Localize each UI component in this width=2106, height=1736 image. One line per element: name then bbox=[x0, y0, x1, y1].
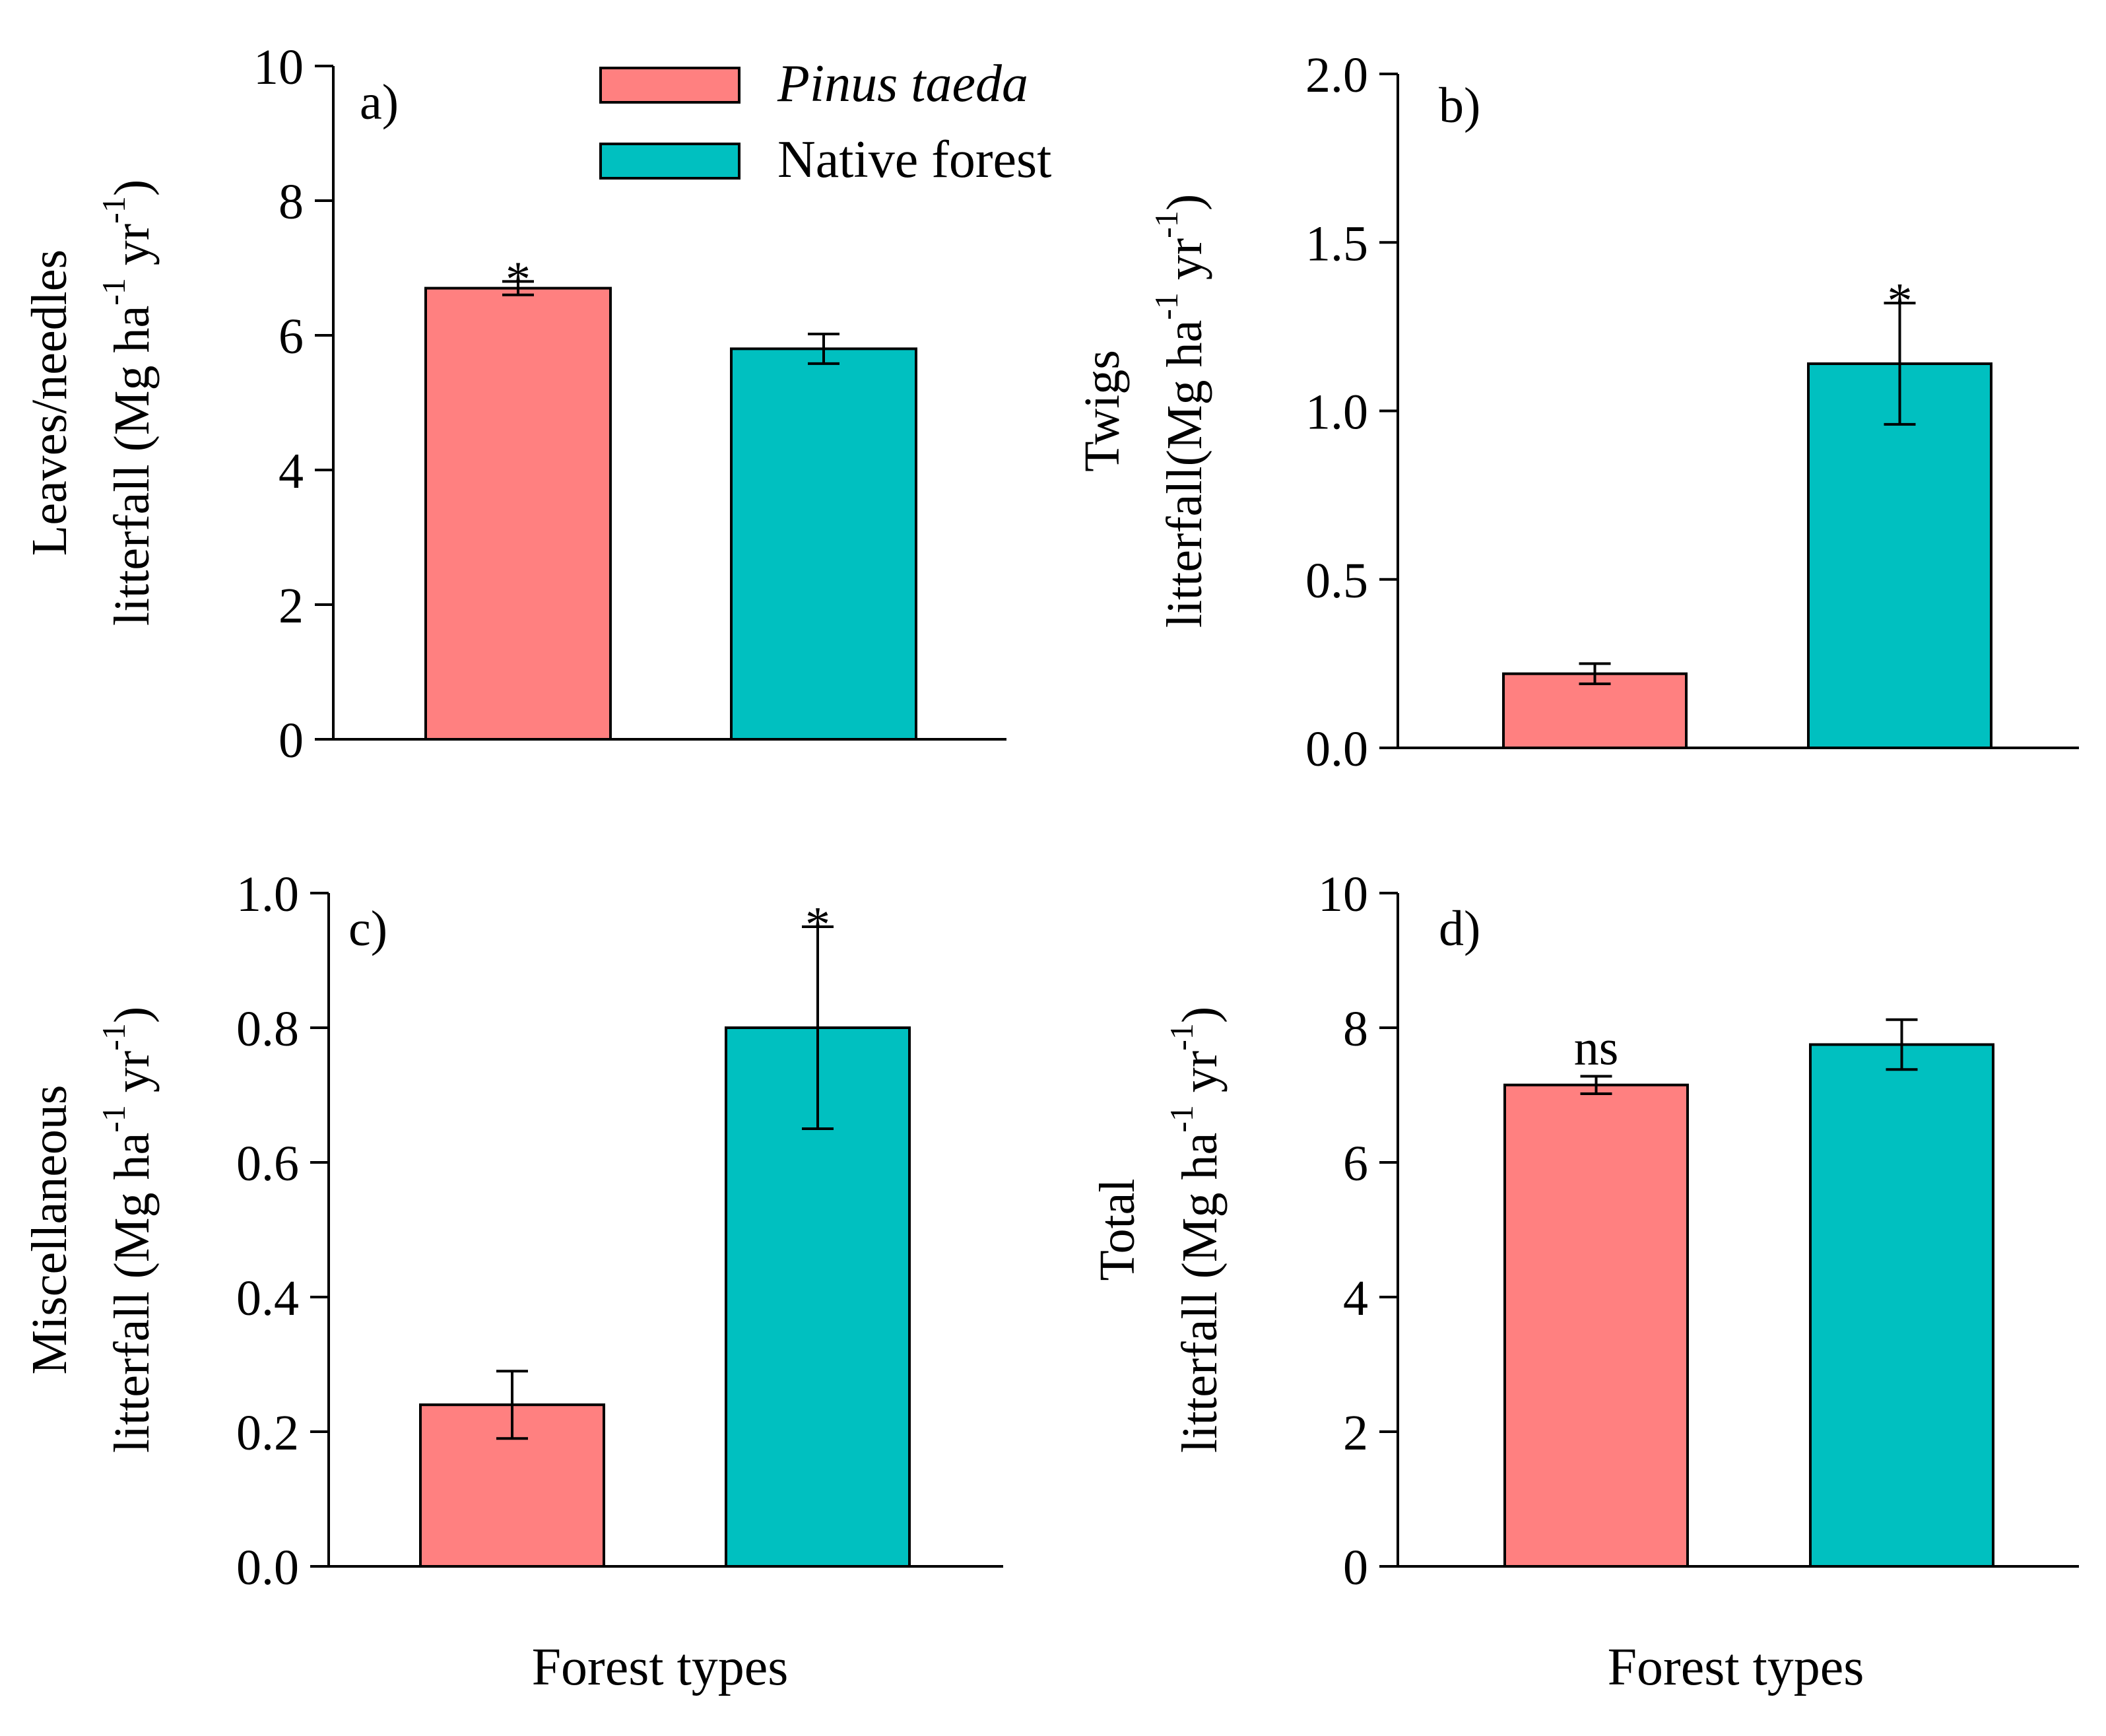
unit-superscript: -1 bbox=[95, 196, 132, 224]
bar-pinus-taeda bbox=[424, 286, 612, 741]
unit-text: yr bbox=[104, 1051, 160, 1105]
bar-native-forest bbox=[730, 347, 917, 741]
y-tick-label: 10 bbox=[253, 40, 304, 95]
bar-pinus-taeda bbox=[1502, 672, 1688, 749]
unit-superscript: -1 bbox=[95, 1023, 132, 1051]
y-tick-label: 0.4 bbox=[236, 1271, 299, 1326]
y-tick-label: 0 bbox=[1343, 1540, 1368, 1595]
y-axis-title-line1: Leaves/needles bbox=[22, 250, 77, 556]
x-axis-title: Forest types bbox=[1608, 1638, 1864, 1696]
y-tick-label: 0 bbox=[279, 713, 304, 768]
panel-label: a) bbox=[360, 75, 399, 130]
y-tick-label: 2.0 bbox=[1305, 48, 1368, 103]
y-tick-label: 2 bbox=[279, 578, 304, 634]
unit-superscript: -1 bbox=[1163, 1105, 1200, 1133]
significance-label: * bbox=[1888, 273, 1913, 329]
y-axis-title-line1: Miscellaneous bbox=[22, 1085, 77, 1374]
unit-text: yr bbox=[1172, 1051, 1228, 1105]
y-tick-label: 2 bbox=[1343, 1405, 1368, 1461]
unit-text: litterfall (Mg ha bbox=[104, 1133, 160, 1453]
bar-native-forest bbox=[1809, 1043, 1994, 1568]
y-tick-label: 0.5 bbox=[1305, 553, 1368, 609]
y-tick-label: 0.0 bbox=[1305, 721, 1368, 777]
unit-text: litterfall (Mg ha bbox=[104, 306, 160, 626]
y-axis-title-line1: Twigs bbox=[1074, 350, 1130, 472]
unit-text: ) bbox=[1172, 1007, 1228, 1023]
panel-b: 0.00.51.01.52.0*b)Twigs litterfall(Mg ha-… bbox=[1074, 48, 2079, 777]
unit-superscript: -1 bbox=[1163, 1023, 1200, 1051]
y-tick-label: 6 bbox=[1343, 1136, 1368, 1191]
y-tick-label: 1.5 bbox=[1305, 216, 1368, 271]
y-tick-label: 8 bbox=[1343, 1001, 1368, 1057]
y-tick-label: 0.0 bbox=[236, 1540, 299, 1595]
y-tick-label: 1.0 bbox=[1305, 385, 1368, 440]
panel-label: c) bbox=[348, 901, 387, 956]
unit-text: litterfall(Mg ha bbox=[1157, 320, 1212, 628]
unit-superscript: -1 bbox=[95, 1105, 132, 1133]
y-tick-label: 8 bbox=[279, 174, 304, 230]
legend-label-native-forest: Native forest bbox=[777, 131, 1051, 189]
unit-text: litterfall (Mg ha bbox=[1172, 1133, 1228, 1453]
y-axis-title-line2: litterfall(Mg ha-1 yr-1) bbox=[1148, 194, 1212, 628]
unit-superscript: -1 bbox=[1148, 211, 1185, 238]
unit-text: ) bbox=[104, 180, 160, 196]
y-tick-label: 10 bbox=[1318, 867, 1368, 922]
y-tick-label: 4 bbox=[279, 444, 304, 499]
unit-text: yr bbox=[1157, 238, 1212, 292]
unit-text: ) bbox=[1157, 194, 1212, 211]
y-tick-label: 0.8 bbox=[236, 1001, 299, 1057]
panel-c: 0.0 0.2 0.4 0.6 0.8 1.0 * c) Miscellaneous litter… bbox=[22, 867, 1003, 1696]
legend: Pinus taeda Native forest bbox=[599, 55, 1051, 189]
panel-label: d) bbox=[1439, 901, 1480, 956]
unit-text: ) bbox=[104, 1007, 160, 1023]
y-tick-label: 4 bbox=[1343, 1271, 1368, 1326]
y-tick-label: 0.2 bbox=[236, 1405, 299, 1461]
bar-native-forest bbox=[1807, 362, 1992, 749]
y-axis-title-line1: Total bbox=[1090, 1178, 1145, 1281]
unit-superscript: -1 bbox=[95, 278, 132, 306]
significance-label: ns bbox=[1574, 1020, 1619, 1075]
y-axis-title-line2: litterfall (Mg ha-1 yr-1) bbox=[1163, 1007, 1228, 1453]
y-tick-label: 0.6 bbox=[236, 1136, 299, 1191]
bar-pinus-taeda bbox=[1503, 1083, 1689, 1568]
unit-superscript: -1 bbox=[1148, 292, 1185, 320]
significance-label: * bbox=[506, 251, 531, 307]
legend-swatch-pinus-taeda bbox=[599, 67, 740, 104]
significance-label: * bbox=[805, 897, 830, 952]
y-axis-title-line2: litterfall (Mg ha-1 yr-1) bbox=[95, 180, 160, 626]
y-tick-label: 6 bbox=[279, 309, 304, 364]
y-tick-label: 1.0 bbox=[236, 867, 299, 922]
legend-label-pinus-taeda: Pinus taeda bbox=[777, 55, 1028, 113]
panel-a: 0 2 4 6 8 10 * a) Leaves/needles litterfall (Mg h… bbox=[22, 40, 1006, 768]
legend-swatch-native-forest bbox=[599, 143, 740, 180]
panel-label: b) bbox=[1439, 78, 1480, 133]
y-axis-title-line2: litterfall (Mg ha-1 yr-1) bbox=[95, 1007, 160, 1453]
x-axis-title: Forest types bbox=[532, 1638, 789, 1696]
unit-text: yr bbox=[104, 224, 160, 278]
